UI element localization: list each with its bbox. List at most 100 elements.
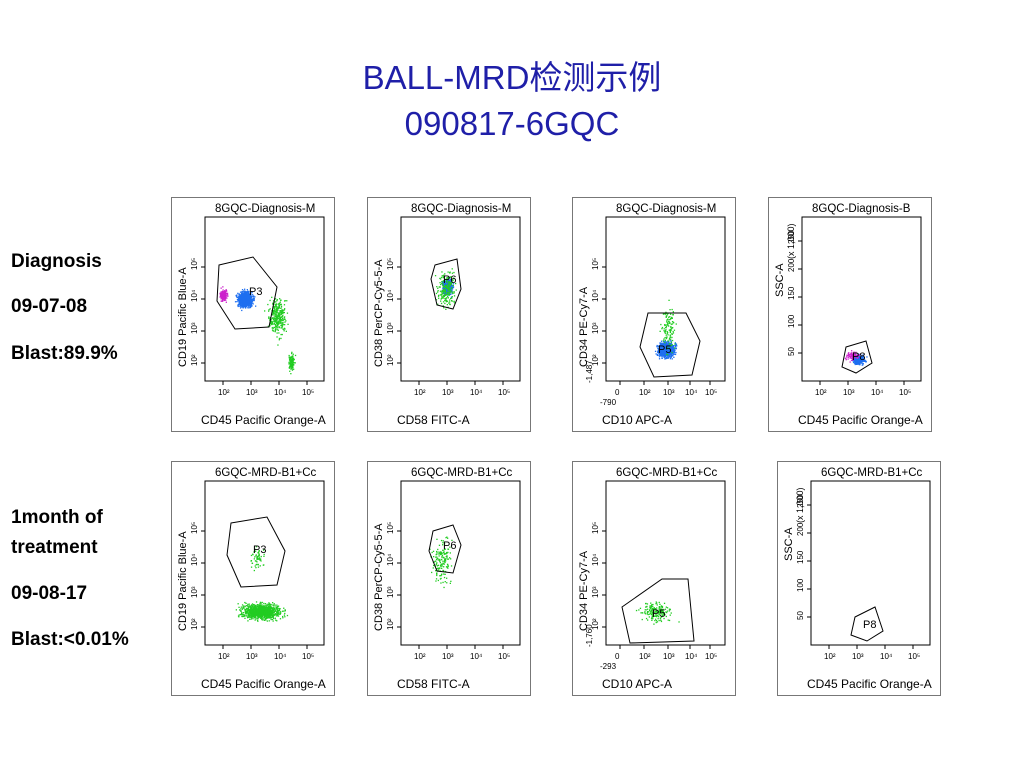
y-tick-label: 10⁵ (591, 258, 600, 270)
y-axis-scale-label: (x 1,000) (795, 487, 805, 523)
x-min-label: -293 (600, 662, 617, 671)
y-axis-label: CD19 Pacific Blue-A (177, 531, 189, 631)
plot-title: 8GQC-Diagnosis-M (616, 203, 717, 215)
y-tick-label: 10² (591, 354, 600, 366)
y-axis-label: CD38 PerCP-Cy5-5-A (373, 259, 385, 367)
gate-p5-label: P5 (658, 344, 671, 356)
x-tick-label: 0 (615, 388, 620, 397)
normal-population (429, 536, 453, 589)
scattered-events (250, 546, 265, 572)
y-tick-label: 150 (787, 286, 796, 300)
gate-p6-label: P6 (443, 540, 456, 552)
x-tick-label: 10³ (442, 652, 454, 661)
diagnosis-label: Diagnosis (11, 251, 102, 272)
plot-area (605, 480, 726, 646)
y-tick-label: 10³ (591, 586, 600, 598)
normal-population (434, 268, 457, 310)
x-tick-label: 10² (414, 652, 426, 661)
x-tick-label: 10³ (663, 388, 675, 397)
plot-title: 8GQC-Diagnosis-M (411, 203, 512, 215)
gate-p6-polygon[interactable] (430, 258, 462, 310)
plot-title: 6GQC-MRD-B1+Cc (215, 467, 317, 479)
diagnosis-blast: Blast:89.9% (11, 343, 118, 364)
treatment-date: 09-08-17 (11, 583, 88, 604)
slide-subtitle: 090817-6GQC (404, 105, 620, 142)
y-tick-label: 200 (787, 258, 796, 272)
y-axis-label: SSC-A (783, 527, 795, 561)
x-tick-label: 10³ (246, 652, 258, 661)
x-tick-label: 10⁴ (880, 652, 893, 661)
x-axis-label: CD10 APC-A (602, 413, 673, 427)
magenta-population (844, 350, 861, 363)
x-tick-label: 10² (639, 652, 651, 661)
x-axis-label: CD45 Pacific Orange-A (807, 677, 932, 691)
blast-population (851, 353, 868, 366)
x-tick-label: 10⁴ (871, 388, 884, 397)
y-tick-label: 10³ (190, 586, 199, 598)
gate-p5-polygon[interactable] (621, 578, 695, 644)
gate-p3-polygon[interactable] (226, 516, 286, 588)
plot-panel-r1-c1: P3 10² 10³ 10⁴ 10⁵ 10² 10³ 10⁴ 10⁵ 8GQC-Diagnosis… (171, 197, 335, 432)
gate-p6-polygon[interactable] (428, 524, 462, 574)
x-tick-label: 10² (218, 652, 230, 661)
x-axis-label: CD45 Pacific Orange-A (201, 413, 326, 427)
treatment-blast: Blast:<0.01% (11, 629, 129, 650)
x-tick-label: 10⁴ (685, 652, 698, 661)
x-tick-label: 10⁵ (302, 388, 314, 397)
gate-p8-polygon[interactable] (841, 340, 873, 374)
gate-p3-polygon[interactable] (216, 256, 278, 330)
x-axis-label: CD45 Pacific Orange-A (201, 677, 326, 691)
y-axis-label: CD34 PE-Cy7-A (578, 286, 590, 367)
x-tick-label: 10³ (843, 388, 855, 397)
plot-panel-r1-c2: P6 10² 10³ 10⁴ 10⁵ 10² 10³ 10⁴ 10⁵ 8GQC-Diagnosis… (367, 197, 531, 432)
x-axis-label: CD10 APC-A (602, 677, 673, 691)
slide-title: BALL-MRD检测示例 (362, 59, 662, 96)
y-tick-label: 200 (796, 522, 805, 536)
plot-panel-r2-c1: P3 10² 10³ 10⁴ 10⁵ 10² 10³ 10⁴ 10⁵ 6GQC-MRD-B1+Cc… (171, 461, 335, 696)
x-tick-label: 10⁵ (705, 652, 717, 661)
normal-population (659, 299, 677, 356)
x-tick-label: 10⁴ (685, 388, 698, 397)
y-tick-label: 10⁵ (591, 522, 600, 534)
gate-p3-label: P3 (253, 544, 266, 556)
normal-population (264, 296, 289, 346)
gate-p5-polygon[interactable] (639, 312, 701, 378)
normal-population (235, 601, 289, 622)
y-tick-label: 10² (591, 618, 600, 630)
gate-p8-label: P8 (863, 619, 876, 631)
y-tick-label: 10⁴ (591, 553, 600, 566)
y-tick-label: 10⁴ (386, 289, 395, 302)
plot-area (400, 480, 521, 646)
x-tick-label: 10⁴ (274, 652, 287, 661)
plot-title: 8GQC-Diagnosis-M (215, 203, 316, 215)
y-tick-label: 10⁵ (386, 522, 395, 534)
y-tick-label: 10² (190, 354, 199, 366)
blast-population (234, 288, 257, 312)
y-tick-label: 100 (796, 578, 805, 592)
y-tick-label: 250 (787, 230, 796, 244)
gate-p8-polygon[interactable] (850, 606, 884, 642)
x-tick-label: 10² (815, 388, 827, 397)
x-tick-label: 10⁵ (498, 388, 510, 397)
x-tick-label: 10³ (442, 388, 454, 397)
plot-area (801, 216, 922, 382)
x-tick-label: 10³ (246, 388, 258, 397)
plot-panel-r2-c2: P6 10² 10³ 10⁴ 10⁵ 10² 10³ 10⁴ 10⁵ 6GQC-MRD-B1+Cc… (367, 461, 531, 696)
y-tick-label: 10² (190, 618, 199, 630)
x-tick-label: 10³ (852, 652, 864, 661)
y-tick-label: 10⁴ (591, 289, 600, 302)
x-tick-label: 10⁴ (274, 388, 287, 397)
x-tick-label: 10⁵ (908, 652, 920, 661)
y-tick-label: 10⁵ (190, 522, 199, 534)
x-tick-label: 0 (615, 652, 620, 661)
treatment-label-2: treatment (11, 537, 98, 558)
y-tick-label: 10⁴ (386, 553, 395, 566)
normal-tail (288, 351, 297, 375)
x-tick-label: 10⁵ (498, 652, 510, 661)
y-tick-label: 10² (386, 618, 395, 630)
y-tick-label: 100 (787, 314, 796, 328)
x-axis-label: CD45 Pacific Orange-A (798, 413, 923, 427)
x-axis-label: CD58 FITC-A (397, 413, 470, 427)
y-min-label: -1,487 (585, 360, 594, 383)
y-tick-label: 10³ (386, 322, 395, 334)
